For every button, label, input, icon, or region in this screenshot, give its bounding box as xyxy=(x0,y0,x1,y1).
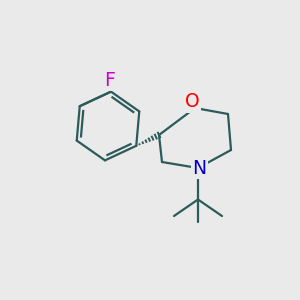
Text: O: O xyxy=(185,92,199,112)
Text: N: N xyxy=(192,158,207,178)
Text: F: F xyxy=(104,71,115,90)
